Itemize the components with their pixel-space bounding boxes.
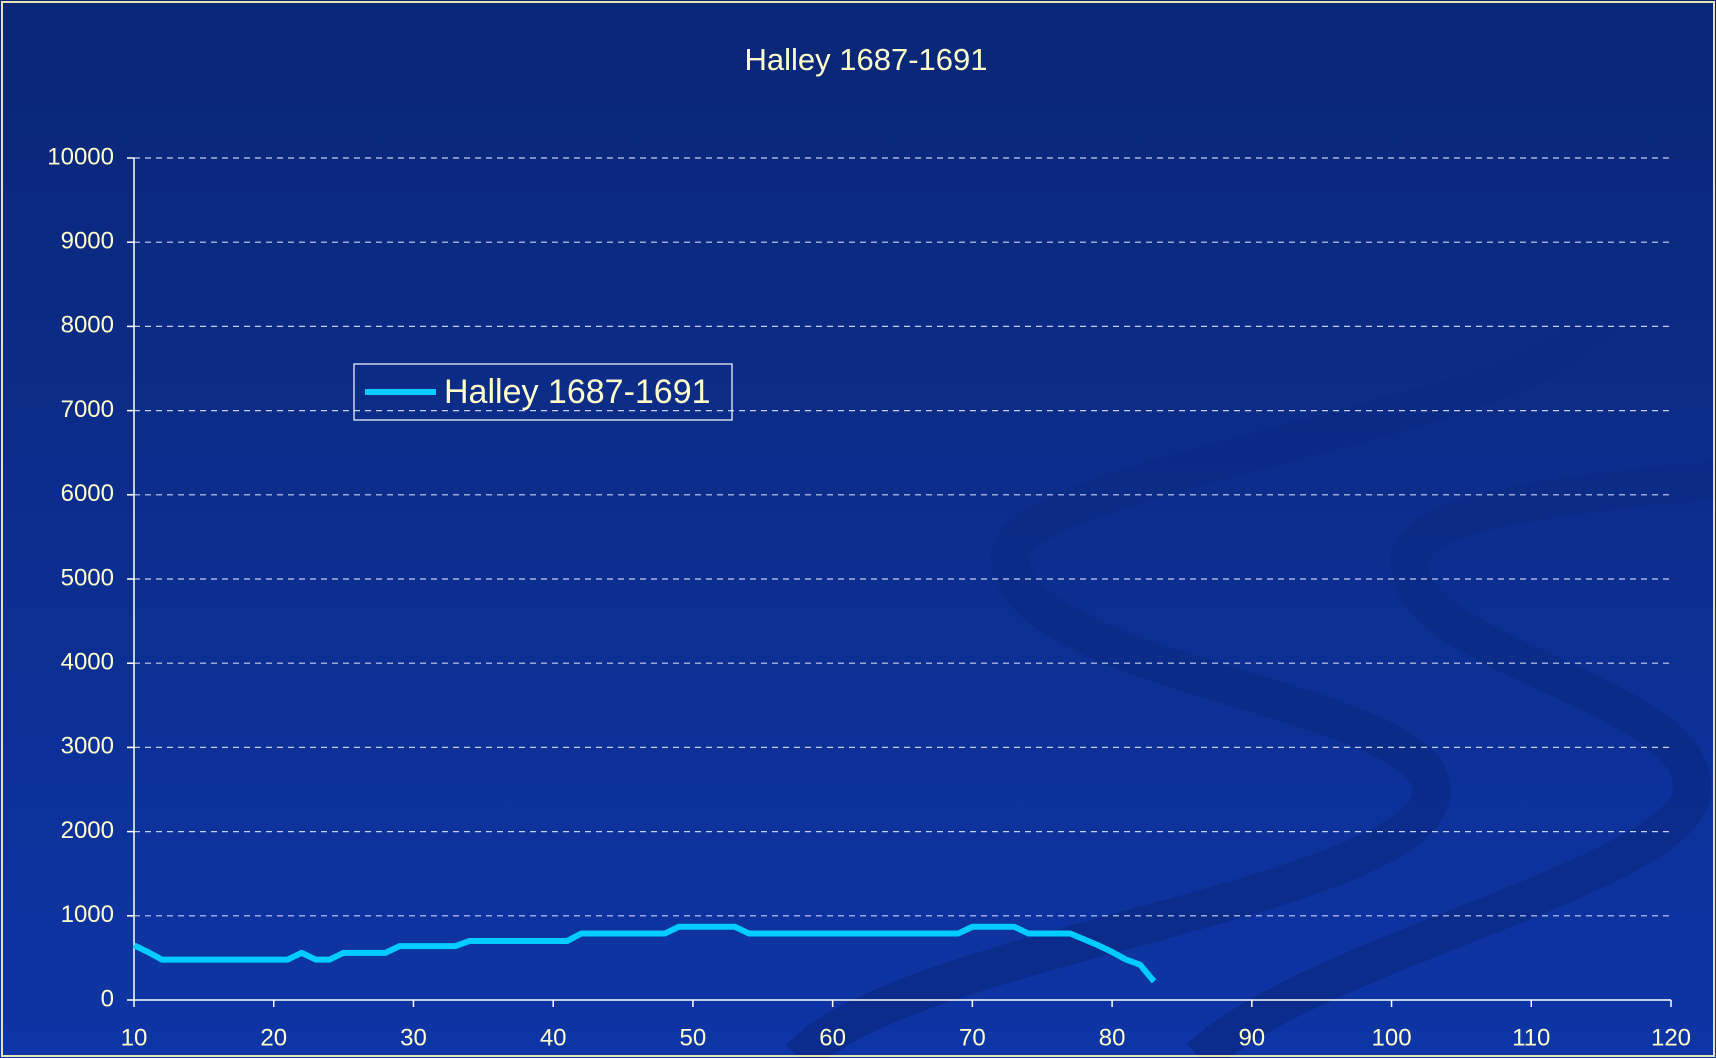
x-tick-label: 110 [1512,1024,1550,1051]
series-line [132,923,1157,984]
x-tick-label: 70 [959,1024,986,1051]
x-tick-label: 120 [1651,1024,1691,1051]
x-tick-label: 60 [819,1024,846,1051]
y-tick-label: 6000 [61,480,114,507]
x-tick-label: 30 [400,1024,427,1051]
y-tick-label: 4000 [61,649,114,676]
y-tick-label: 0 [101,985,114,1012]
x-tick-label: 90 [1238,1024,1265,1051]
y-tick-label: 2000 [61,817,114,844]
x-tick-label: 80 [1099,1024,1126,1051]
y-tick-label: 8000 [61,312,114,339]
y-tick-label: 10000 [47,143,114,170]
x-tick-label: 40 [540,1024,567,1051]
decoration [1186,461,1716,1058]
x-tick-label: 10 [121,1024,148,1051]
chart-title: Halley 1687-1691 [744,42,987,77]
decoration [786,293,1629,1058]
legend-label: Halley 1687-1691 [444,373,711,411]
y-tick-label: 3000 [61,733,114,760]
legend-box [353,363,733,421]
y-tick-label: 5000 [61,564,114,591]
y-tick-label: 7000 [61,396,114,423]
x-tick-label: 100 [1372,1024,1412,1051]
y-tick-label: 1000 [61,901,114,928]
y-tick-label: 9000 [61,228,114,255]
x-tick-label: 20 [260,1024,287,1051]
x-tick-label: 50 [680,1024,707,1051]
